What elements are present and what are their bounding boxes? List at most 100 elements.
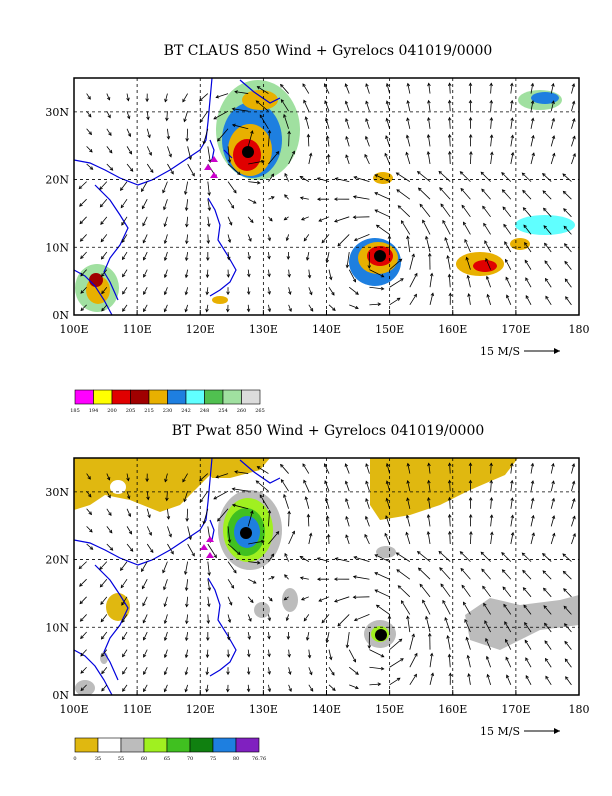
cloud-shading — [75, 80, 575, 312]
colorbar-label: 265 — [255, 408, 265, 414]
vector-scale: 15 M/S — [480, 725, 560, 738]
colorbar-swatch — [205, 390, 224, 404]
wind-vector — [420, 584, 430, 597]
wind-vector — [502, 553, 511, 562]
wind-vector — [450, 532, 451, 544]
wind-vector — [101, 614, 107, 621]
wind-vector — [121, 562, 128, 571]
colorbar-label: 205 — [126, 408, 136, 414]
wind-vector — [410, 294, 417, 305]
colorbar-swatch — [75, 738, 98, 752]
colorbar-swatch — [144, 738, 167, 752]
wind-vector — [461, 188, 470, 199]
wind-vector — [418, 172, 430, 182]
wind-vector — [482, 189, 491, 199]
wind-vector — [377, 225, 390, 234]
wind-vector — [419, 568, 431, 579]
x-tick-label: 100E — [59, 323, 88, 336]
y-tick-label: 30N — [45, 486, 69, 499]
wind-vector — [426, 236, 430, 252]
colorbar-label: 65 — [164, 756, 170, 762]
y-tick-label: 10N — [45, 621, 69, 634]
colorbar-label: 194 — [89, 408, 99, 414]
x-tick-label: 130E — [249, 323, 278, 336]
panel-claus: BT CLAUS 850 Wind + Gyrelocs 041019/0000 — [45, 43, 589, 414]
track-markers — [200, 536, 214, 558]
wind-vector — [232, 489, 248, 491]
wind-vector — [441, 584, 450, 597]
wind-vector — [563, 554, 571, 562]
wind-vector — [121, 199, 127, 207]
colorbar-label: 55 — [118, 756, 124, 762]
wind-vector — [101, 217, 107, 224]
x-tick-label: 120E — [186, 703, 215, 716]
wind-vector — [228, 579, 234, 588]
wind-vector — [481, 552, 490, 561]
colorbar-swatch — [149, 390, 168, 404]
wind-vector — [335, 217, 349, 222]
colorbar-label: 215 — [144, 408, 154, 414]
wind-vector — [369, 650, 383, 657]
wind-vector — [439, 551, 450, 561]
wind-vector — [398, 586, 410, 597]
wind-vector — [100, 579, 106, 587]
wind-vector — [188, 164, 195, 176]
wind-vector — [100, 562, 107, 570]
wind-vector — [441, 204, 450, 217]
wind-vector — [127, 164, 133, 171]
wind-vector — [543, 191, 551, 199]
wind-vector — [502, 190, 510, 199]
wind-vector — [127, 544, 133, 551]
wind-vector — [543, 571, 551, 579]
panel-pwat: BT Pwat 850 Wind + Gyrelocs 041019/0000 — [45, 423, 589, 762]
wind-vector — [543, 554, 552, 562]
wind-vector — [284, 495, 289, 509]
colorbar-label: 185 — [70, 408, 80, 414]
wind-vector — [390, 298, 400, 305]
wind-vector — [566, 297, 572, 305]
x-tick-label: 160E — [438, 703, 467, 716]
x-tick-label: 150E — [375, 703, 404, 716]
wind-vector — [80, 199, 87, 206]
wind-vector — [228, 182, 236, 193]
wind-vector — [465, 240, 470, 252]
wind-vector — [565, 659, 571, 667]
wind-vector — [80, 217, 87, 224]
wind-vector — [289, 131, 290, 146]
x-tick-label: 110E — [123, 703, 152, 716]
wind-vector — [80, 579, 87, 586]
wind-vector — [408, 236, 410, 252]
wind-vector — [505, 260, 510, 270]
wind-vector — [322, 234, 329, 242]
wind-vector — [563, 174, 571, 182]
x-tick-label: 150E — [375, 323, 404, 336]
wind-vector — [419, 188, 431, 199]
wind-vector — [410, 254, 414, 269]
wind-vector — [445, 618, 450, 632]
colorbar-label: 200 — [107, 408, 117, 414]
wind-vector — [187, 129, 188, 141]
wind-vector — [545, 641, 551, 650]
wind-vector — [523, 570, 531, 579]
colorbar-label: 75 — [210, 756, 216, 762]
wind-vector — [563, 571, 571, 579]
wind-vector — [289, 531, 295, 544]
x-tick-label: 170E — [501, 323, 530, 336]
wind-vector — [390, 678, 400, 685]
colorbar-swatch — [236, 738, 259, 752]
wind-vector — [200, 94, 208, 101]
wind-vector — [503, 587, 511, 597]
wind-vector — [147, 164, 153, 172]
wind-vector — [543, 174, 552, 182]
x-tick-label: 110E — [123, 323, 152, 336]
wind-vector — [483, 586, 491, 597]
colorbar-swatch — [168, 390, 187, 404]
wind-vector — [440, 188, 450, 199]
wind-vector — [100, 199, 106, 207]
wind-vector — [410, 654, 417, 668]
wind-vector — [450, 135, 451, 147]
wind-vector — [460, 172, 470, 182]
wind-vector — [281, 480, 288, 491]
